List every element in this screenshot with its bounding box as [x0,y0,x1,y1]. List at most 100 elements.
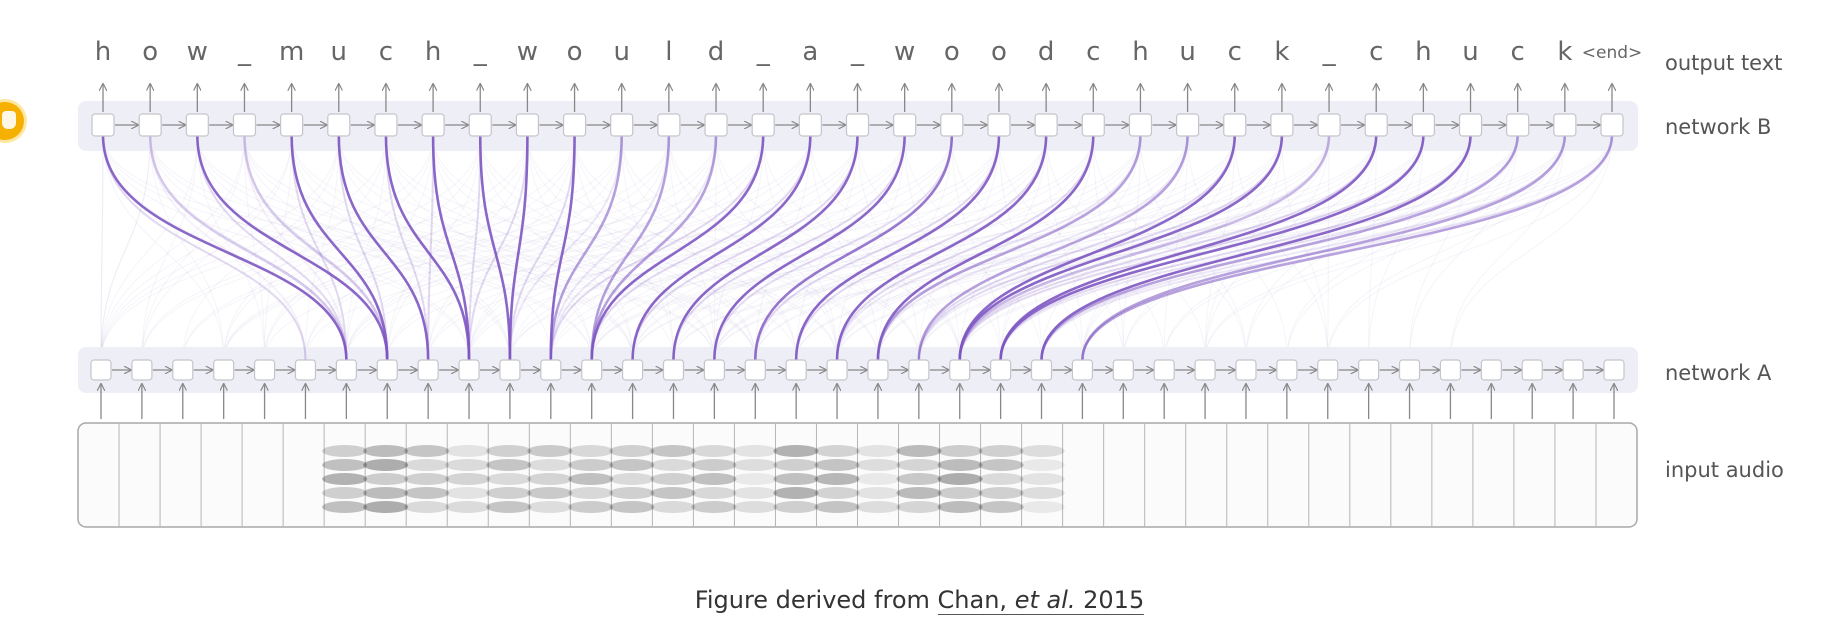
spectrogram-blob [322,473,368,485]
spectrogram-blob [814,487,860,499]
output-char: w [187,37,208,67]
attention-link [590,134,671,361]
network-a-node [499,359,521,381]
faint-link [386,134,953,361]
label-input-audio: input audio [1665,458,1784,482]
spectrogram-blob [896,487,942,499]
spectrogram-blob [363,473,409,485]
faint-link [904,134,961,361]
output-char: _ [850,37,865,67]
spectrogram-blob [773,459,819,471]
faint-link [468,134,906,361]
faint-link [182,134,340,361]
faint-link [959,134,1330,361]
spectrogram-blob [322,459,368,471]
attention-link-secondary [427,134,435,361]
network-a-node [949,359,971,381]
spectrogram-blob [855,487,901,499]
attention-link [713,134,906,361]
network-b-node [987,113,1011,137]
network-a-node [213,359,235,381]
faint-link [754,134,1094,361]
faint-link [591,134,1283,361]
faint-link [196,134,634,361]
output-char: u [1179,37,1195,67]
faint-link [100,134,434,361]
faint-link [338,134,552,361]
network-b-node [138,113,162,137]
output-char: c [1511,37,1525,67]
spectrogram-blob [486,487,532,499]
faint-link [795,134,1472,361]
faint-link [754,134,1377,361]
output-characters: h o w _ m u c h _ w o u l d _ a _ w o o d c h u c k _ c h u c k <end> [95,37,1643,67]
attention-link-secondary [999,134,1519,361]
network-b-node [1506,113,1530,137]
spectrogram-blob [322,501,368,513]
faint-link [1281,134,1329,361]
faint-link [100,134,387,361]
faint-link [100,134,104,361]
network-b-node [327,113,351,137]
spectrogram-blob [650,501,696,513]
spectrogram-blob [855,473,901,485]
faint-link [591,134,1047,361]
network-b-node [1081,113,1105,137]
attention-link [876,134,1095,361]
faint-link [1092,134,1247,361]
faint-link [432,134,593,361]
spectrogram-blob [773,473,819,485]
attention-link [590,134,765,361]
spectrogram-blob [363,459,409,471]
attention-link-secondary [590,134,812,361]
spectrogram-blob [527,487,573,499]
network-a-node [376,359,398,381]
network-b-node [940,113,964,137]
spectrogram-blob [937,487,983,499]
network-b-node [374,113,398,137]
spectrogram-blob [404,487,450,499]
spectrogram-blob [855,459,901,471]
citation-link[interactable]: Chan, et al. 2015 [937,586,1145,615]
faint-link [243,134,266,361]
faint-link [100,134,104,361]
attention-link-secondary [549,134,670,361]
faint-link [836,134,1330,361]
spectrogram-blob [486,501,532,513]
network-a-node [172,359,194,381]
faint-link [345,134,717,361]
output-char: u [613,37,629,67]
faint-link [1081,134,1283,361]
faint-link [713,134,1283,361]
attention-link-secondary [468,134,529,361]
faint-link [1187,134,1288,361]
network-a-node [908,359,930,381]
output-char: d [708,37,725,67]
faint-link [621,134,674,361]
attention-link-secondary [631,134,859,361]
faint-link [574,134,920,361]
faint-link [141,134,481,361]
faint-link [857,134,1043,361]
output-char: o [944,37,960,67]
spectrogram-blob [609,445,655,457]
spectrogram-blob [691,501,737,513]
faint-link [1163,134,1519,361]
spectrogram-blob [445,459,491,471]
faint-link [102,134,225,361]
faint-link [1163,134,1189,361]
faint-link [1245,134,1377,361]
faint-link [713,134,1047,361]
network-b-node [1600,113,1624,137]
network-a-node [1194,359,1216,381]
output-char: <end> [1582,43,1643,63]
citation-year: 2015 [1075,586,1145,614]
output-char: a [802,37,818,67]
attention-link [549,134,624,361]
attention-link [753,134,954,361]
spectrogram-blob [486,459,532,471]
output-char: o [142,37,158,67]
network-b-node [1270,113,1294,137]
faint-link [102,134,715,361]
faint-link [243,134,511,361]
